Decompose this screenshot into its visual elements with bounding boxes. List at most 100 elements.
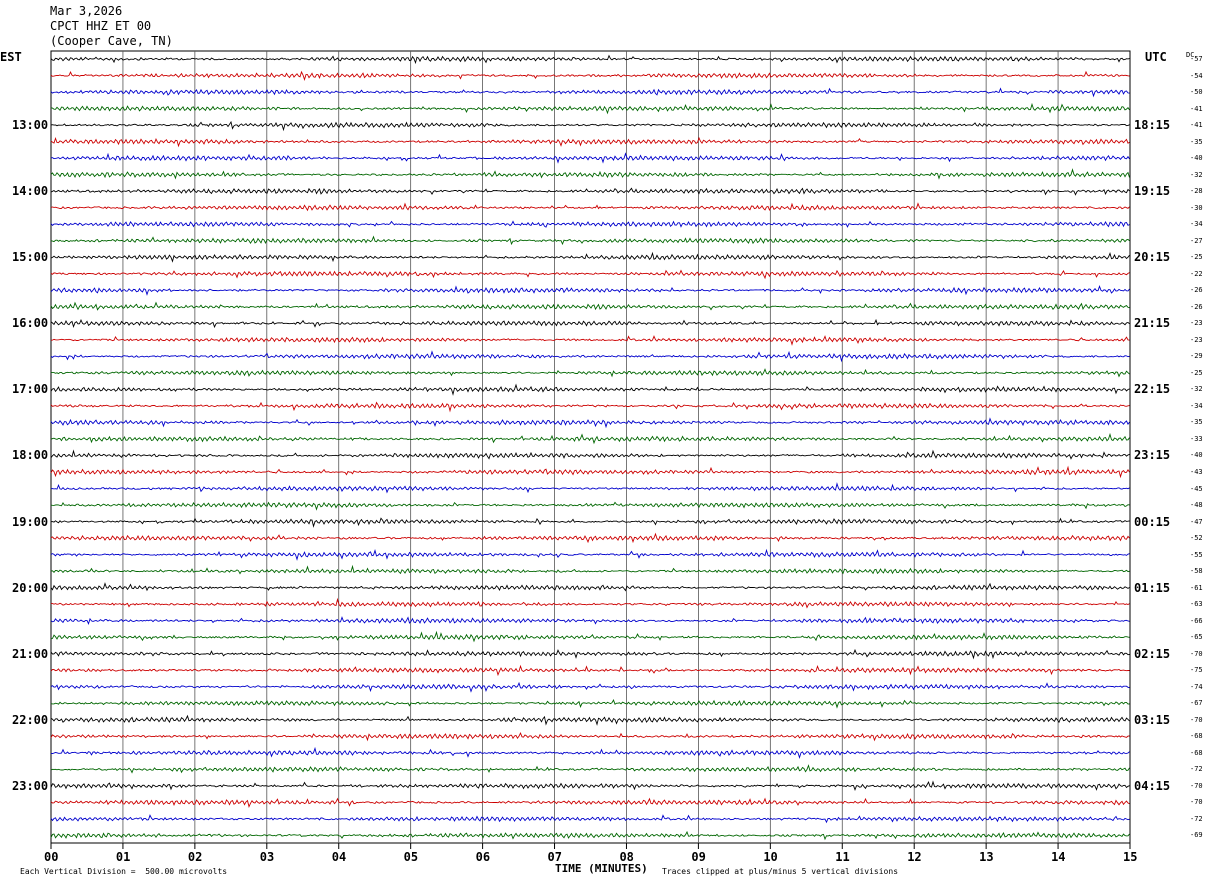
seismic-trace-42 [50, 731, 1130, 742]
dc-offset-label: -40 [1190, 154, 1203, 163]
plot-date: Mar 3,2026 [50, 4, 123, 18]
seismic-trace-26 [50, 465, 1130, 479]
seismic-trace-14 [50, 269, 1130, 280]
utc-hour-label: 21:15 [1134, 316, 1171, 331]
utc-hour-label: 22:15 [1134, 382, 1171, 397]
dc-offset-label: -22 [1190, 269, 1203, 278]
dc-offset-label: -32 [1190, 170, 1203, 179]
seismic-trace-16 [50, 301, 1130, 311]
seismic-trace-40 [50, 699, 1130, 709]
seismic-traces [50, 54, 1130, 841]
est-hour-label: 21:00 [12, 646, 49, 661]
x-tick-label: 01 [115, 850, 131, 864]
seismic-trace-24 [50, 432, 1130, 445]
dc-offset-label: -74 [1190, 682, 1203, 691]
dc-offset-label: -32 [1190, 385, 1203, 394]
utc-hour-label: 19:15 [1134, 184, 1171, 199]
station-location: (Cooper Cave, TN) [50, 34, 173, 48]
clip-note: Traces clipped at plus/minus 5 vertical … [662, 867, 899, 876]
x-tick-label: 08 [619, 850, 634, 864]
seismic-trace-41 [50, 714, 1130, 726]
dc-offset-label: -67 [1190, 699, 1203, 708]
seismic-trace-43 [50, 746, 1130, 759]
scale-note: Each Vertical Division = 500.00 microvol… [20, 867, 228, 876]
dc-offset-label: -26 [1190, 302, 1203, 311]
est-hour-label: 19:00 [12, 514, 49, 529]
dc-offset-label: -55 [1190, 550, 1203, 559]
dc-offset-label: -28 [1190, 187, 1203, 196]
dc-offset-label: -70 [1190, 715, 1203, 724]
seismic-trace-35 [50, 616, 1130, 625]
dc-offset-label: -63 [1190, 600, 1203, 609]
dc-offset-label: -43 [1190, 468, 1203, 476]
x-tick-label: 03 [259, 850, 275, 864]
utc-hour-label: 00:15 [1134, 514, 1171, 529]
dc-offset-label: -45 [1190, 484, 1203, 493]
seismic-trace-23 [50, 417, 1130, 429]
x-tick-label: 05 [403, 850, 419, 864]
x-tick-label: 14 [1051, 850, 1066, 864]
x-tick-label: 06 [475, 850, 491, 864]
x-tick-label: 07 [547, 850, 562, 864]
dc-offset-label: -25 [1190, 253, 1203, 262]
seismic-trace-18 [50, 335, 1130, 346]
seismic-trace-31 [50, 548, 1130, 561]
seismic-trace-8 [50, 168, 1130, 180]
plot-frame [50, 50, 1131, 844]
dc-offset-label: -41 [1190, 104, 1203, 113]
dc-offset-label: -30 [1190, 203, 1203, 212]
x-tick-label: 12 [907, 850, 922, 864]
seismic-trace-28 [50, 501, 1130, 511]
seismic-trace-10 [50, 202, 1130, 212]
dc-offset-header: DC [1186, 51, 1195, 59]
utc-hour-label: 02:15 [1134, 646, 1171, 661]
est-hour-label: 15:00 [12, 250, 49, 265]
seismic-trace-9 [50, 187, 1130, 196]
seismic-trace-37 [50, 648, 1130, 660]
dc-offset-label: -72 [1190, 814, 1203, 823]
dc-offset-label: -33 [1190, 434, 1203, 443]
dc-offset-label: -52 [1190, 534, 1203, 543]
dc-offset-label: -57 [1190, 55, 1203, 63]
dc-offset-label: -50 [1190, 88, 1203, 97]
dc-offset-label: -41 [1190, 121, 1203, 130]
seismic-trace-32 [50, 564, 1130, 575]
est-hour-label: 14:00 [12, 184, 49, 199]
est-hour-label: 20:00 [12, 580, 49, 595]
dc-offset-label: -70 [1190, 781, 1203, 790]
left-timezone-label: EST [0, 50, 22, 64]
dc-offset-label: -26 [1190, 286, 1203, 295]
seismic-trace-2 [50, 70, 1130, 81]
dc-offset-label: -69 [1190, 831, 1203, 840]
dc-offset-label: -27 [1190, 236, 1203, 245]
dc-offset-label: -40 [1190, 451, 1203, 460]
utc-hour-label: 18:15 [1134, 118, 1171, 133]
x-tick-label: 00 [44, 850, 59, 864]
seismic-trace-44 [50, 764, 1130, 774]
x-tick-label: 09 [691, 850, 706, 864]
dc-offset-label: -23 [1190, 335, 1203, 344]
seismic-trace-11 [50, 220, 1130, 228]
dc-offset-label: -25 [1190, 368, 1203, 377]
dc-offset-label: -35 [1190, 137, 1203, 146]
seismic-trace-3 [50, 87, 1130, 98]
seismic-trace-27 [50, 482, 1130, 494]
utc-hour-label: 04:15 [1134, 778, 1171, 793]
dc-offset-label: -68 [1190, 732, 1203, 741]
right-timezone-label: UTC [1145, 50, 1167, 64]
dc-offset-label: -70 [1190, 798, 1203, 807]
dc-offset-label: -34 [1190, 401, 1203, 410]
x-tick-label: 10 [763, 850, 778, 864]
seismic-trace-20 [51, 368, 1130, 378]
station-code: CPCT HHZ ET 00 [50, 19, 152, 33]
est-hour-label: 22:00 [12, 712, 49, 727]
seismic-trace-22 [50, 401, 1130, 413]
seismic-trace-19 [50, 350, 1130, 363]
est-hour-label: 13:00 [12, 118, 49, 133]
dc-offset-label: -70 [1190, 649, 1203, 658]
est-hour-label: 17:00 [12, 382, 49, 397]
dc-offset-label: -23 [1190, 319, 1203, 328]
seismic-trace-47 [50, 814, 1130, 824]
seismic-trace-6 [50, 136, 1130, 148]
seismic-trace-46 [50, 797, 1130, 808]
